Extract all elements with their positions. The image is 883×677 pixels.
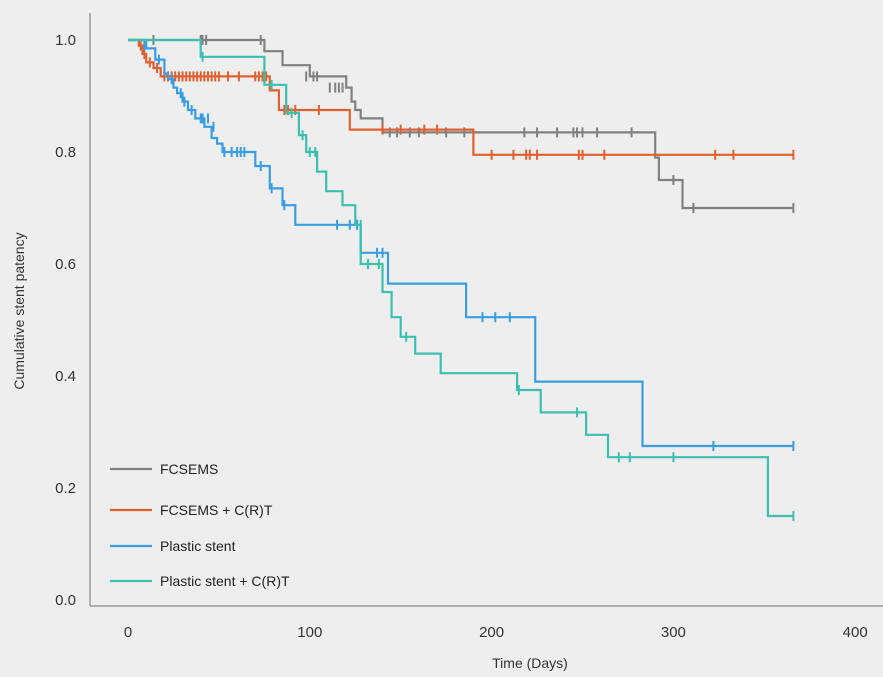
series-line [128,38,794,518]
series-1 [128,35,795,213]
legend-label: FCSEMS + C(R)T [160,502,273,518]
x-tick-label: 300 [661,624,686,641]
x-tick-label: 200 [479,624,504,641]
series-3 [128,38,795,451]
series-line [128,38,794,210]
series-2 [128,38,795,160]
y-tick-label: 0.4 [55,368,76,385]
x-tick-label: 400 [843,624,868,641]
series-line [128,38,794,448]
series-layer [128,35,795,521]
x-axis-title: Time (Days) [492,655,568,671]
y-tick-label: 1.0 [55,32,76,49]
x-tick-label: 0 [124,624,132,641]
x-tick-label: 100 [297,624,322,641]
x-tick-labels: 0 100 200 300 400 [124,624,868,641]
y-tick-label: 0.2 [55,480,76,497]
legend-label: FCSEMS [160,461,218,477]
y-tick-label: 0.0 [55,592,76,609]
series-4 [128,38,795,521]
legend-label: Plastic stent + C(R)T [160,573,290,589]
legend-label: Plastic stent [160,538,236,554]
series-line [128,38,794,156]
legend: FCSEMS FCSEMS + C(R)T Plastic stent Plastic… [110,461,290,589]
y-tick-label: 0.6 [55,256,76,273]
y-tick-labels: 0.0 0.2 0.4 0.6 0.8 1.0 [55,32,76,609]
y-axis-title: Cumulative stent patency [11,232,27,389]
y-tick-label: 0.8 [55,144,76,161]
